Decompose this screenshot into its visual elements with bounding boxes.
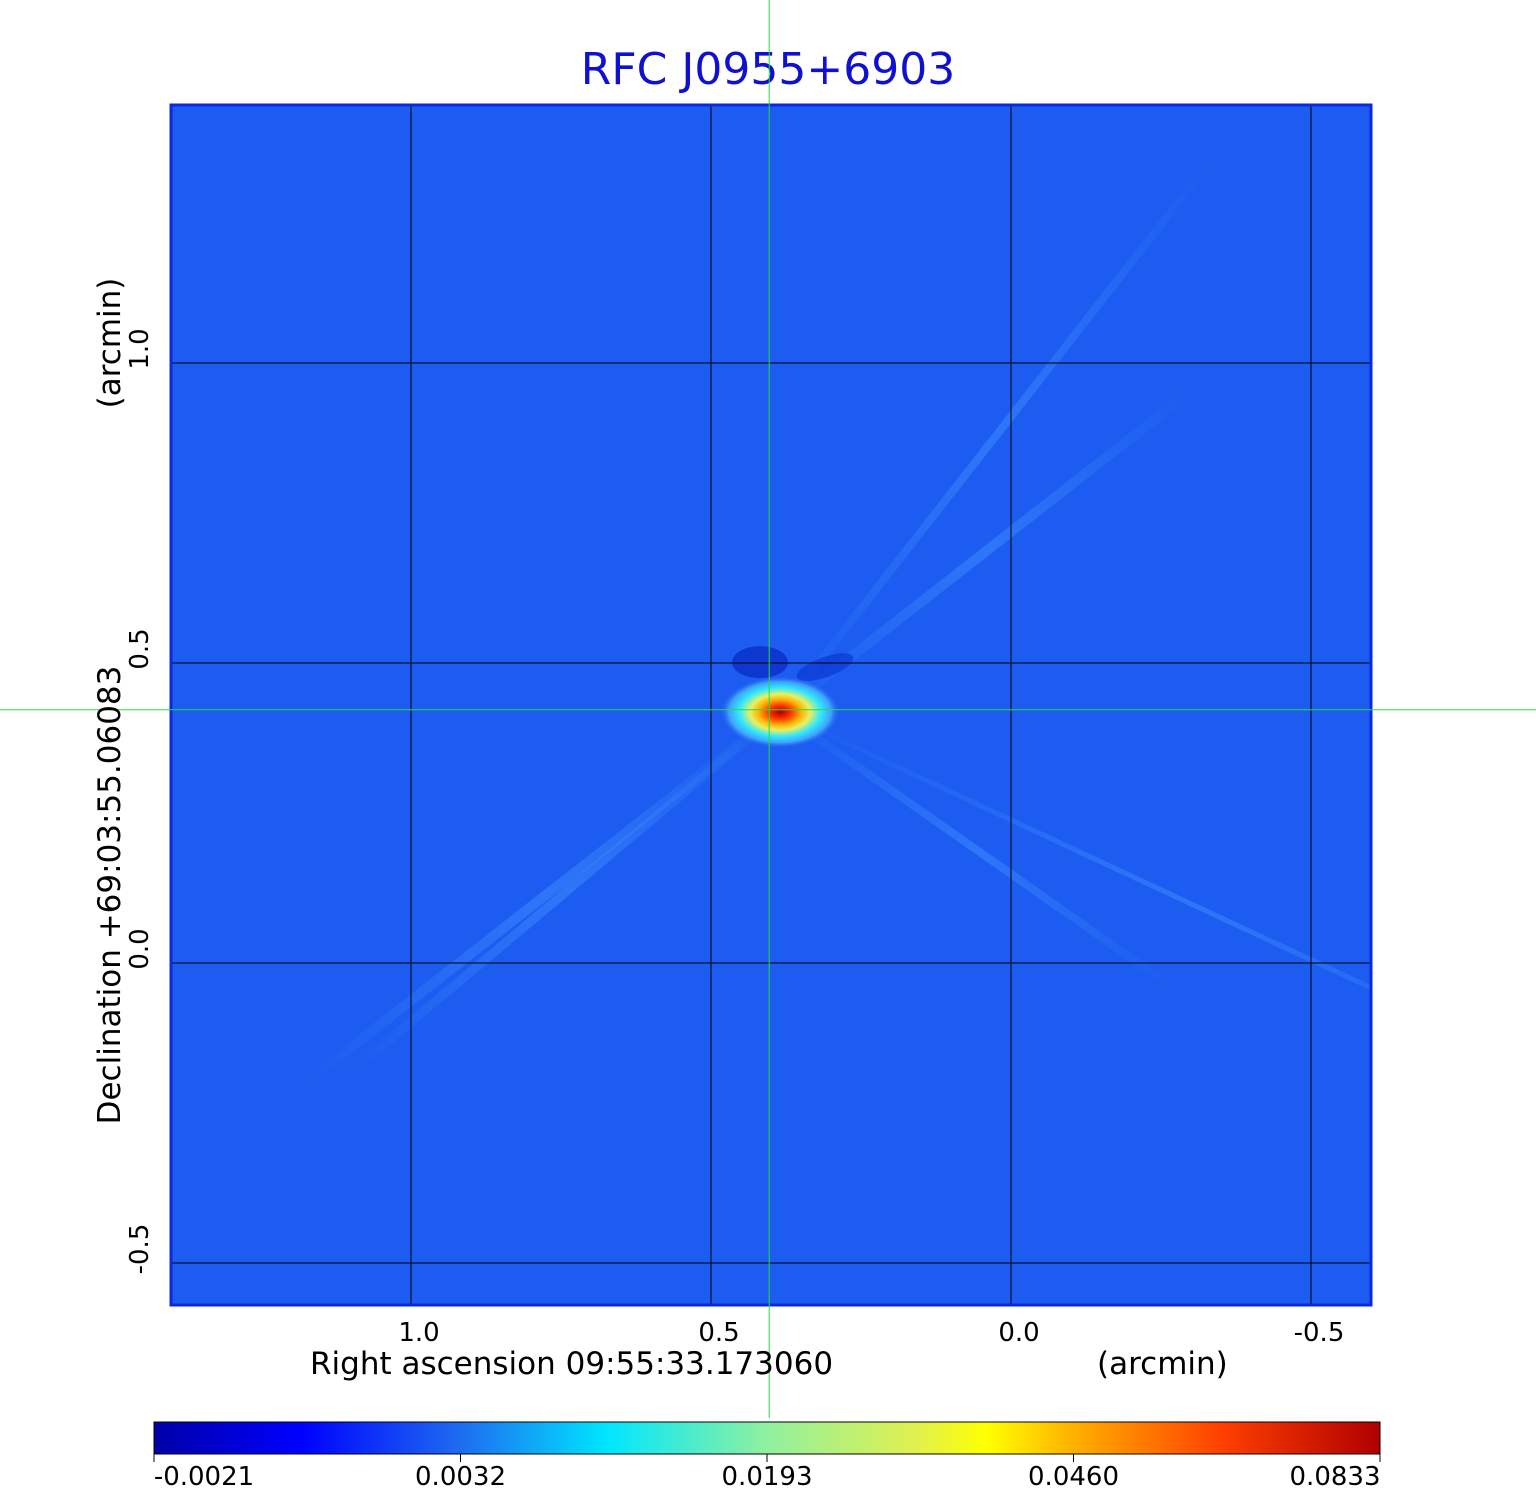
colorbar-tick-label: 0.0833 [1289,1462,1381,1492]
y-tick-label: 1.0 [125,328,155,370]
colorbar [153,1421,1381,1462]
image-field [171,105,1371,1305]
plot-frame [169,103,1373,1307]
negative-lobe [796,653,854,682]
sidelobe-streak [776,388,1193,717]
x-axis-unit: (arcmin) [1097,1346,1228,1382]
x-axis-label: Right ascension 09:55:33.173060 [310,1346,834,1382]
colorbar-tick-label: -0.0021 [153,1462,255,1492]
colorbar-tick-label: 0.0032 [415,1462,506,1492]
chart-title: RFC J0955+6903 [580,44,956,95]
grid-lines [169,103,1373,1307]
x-tick-label: 0.5 [698,1318,740,1348]
source-peak [720,676,840,749]
x-tick-label: 0.0 [998,1318,1040,1348]
sidelobe-streak-band [776,388,1193,717]
sidelobe-streak-band [778,709,1371,1095]
sidelobe-streak-band [304,708,784,1086]
sidelobe-streak-band [776,158,1215,715]
y-tick-label: 0.0 [125,928,155,970]
negative-lobe [732,646,788,679]
sidelobe-streak [776,158,1215,715]
sidelobe-streak [777,708,1176,991]
colorbar-gradient [153,1421,1381,1455]
x-tick-label: 1.0 [398,1318,440,1348]
sidelobe-streak [778,709,1371,1095]
y-tick-label: 0.5 [125,628,155,670]
y-axis-unit: (arcmin) [92,277,128,409]
colorbar-tick-label: 0.0193 [721,1462,813,1492]
y-tick-label: -0.5 [125,1223,155,1275]
y-axis-label: Declination +69:03:55.06083 [92,665,128,1125]
sidelobe-streak-band [777,708,1176,991]
colorbar-tick-label: 0.0460 [1028,1462,1119,1492]
sidelobe-streak [304,708,784,1086]
x-tick-label: -0.5 [1293,1318,1345,1348]
crosshair [0,0,1536,1418]
